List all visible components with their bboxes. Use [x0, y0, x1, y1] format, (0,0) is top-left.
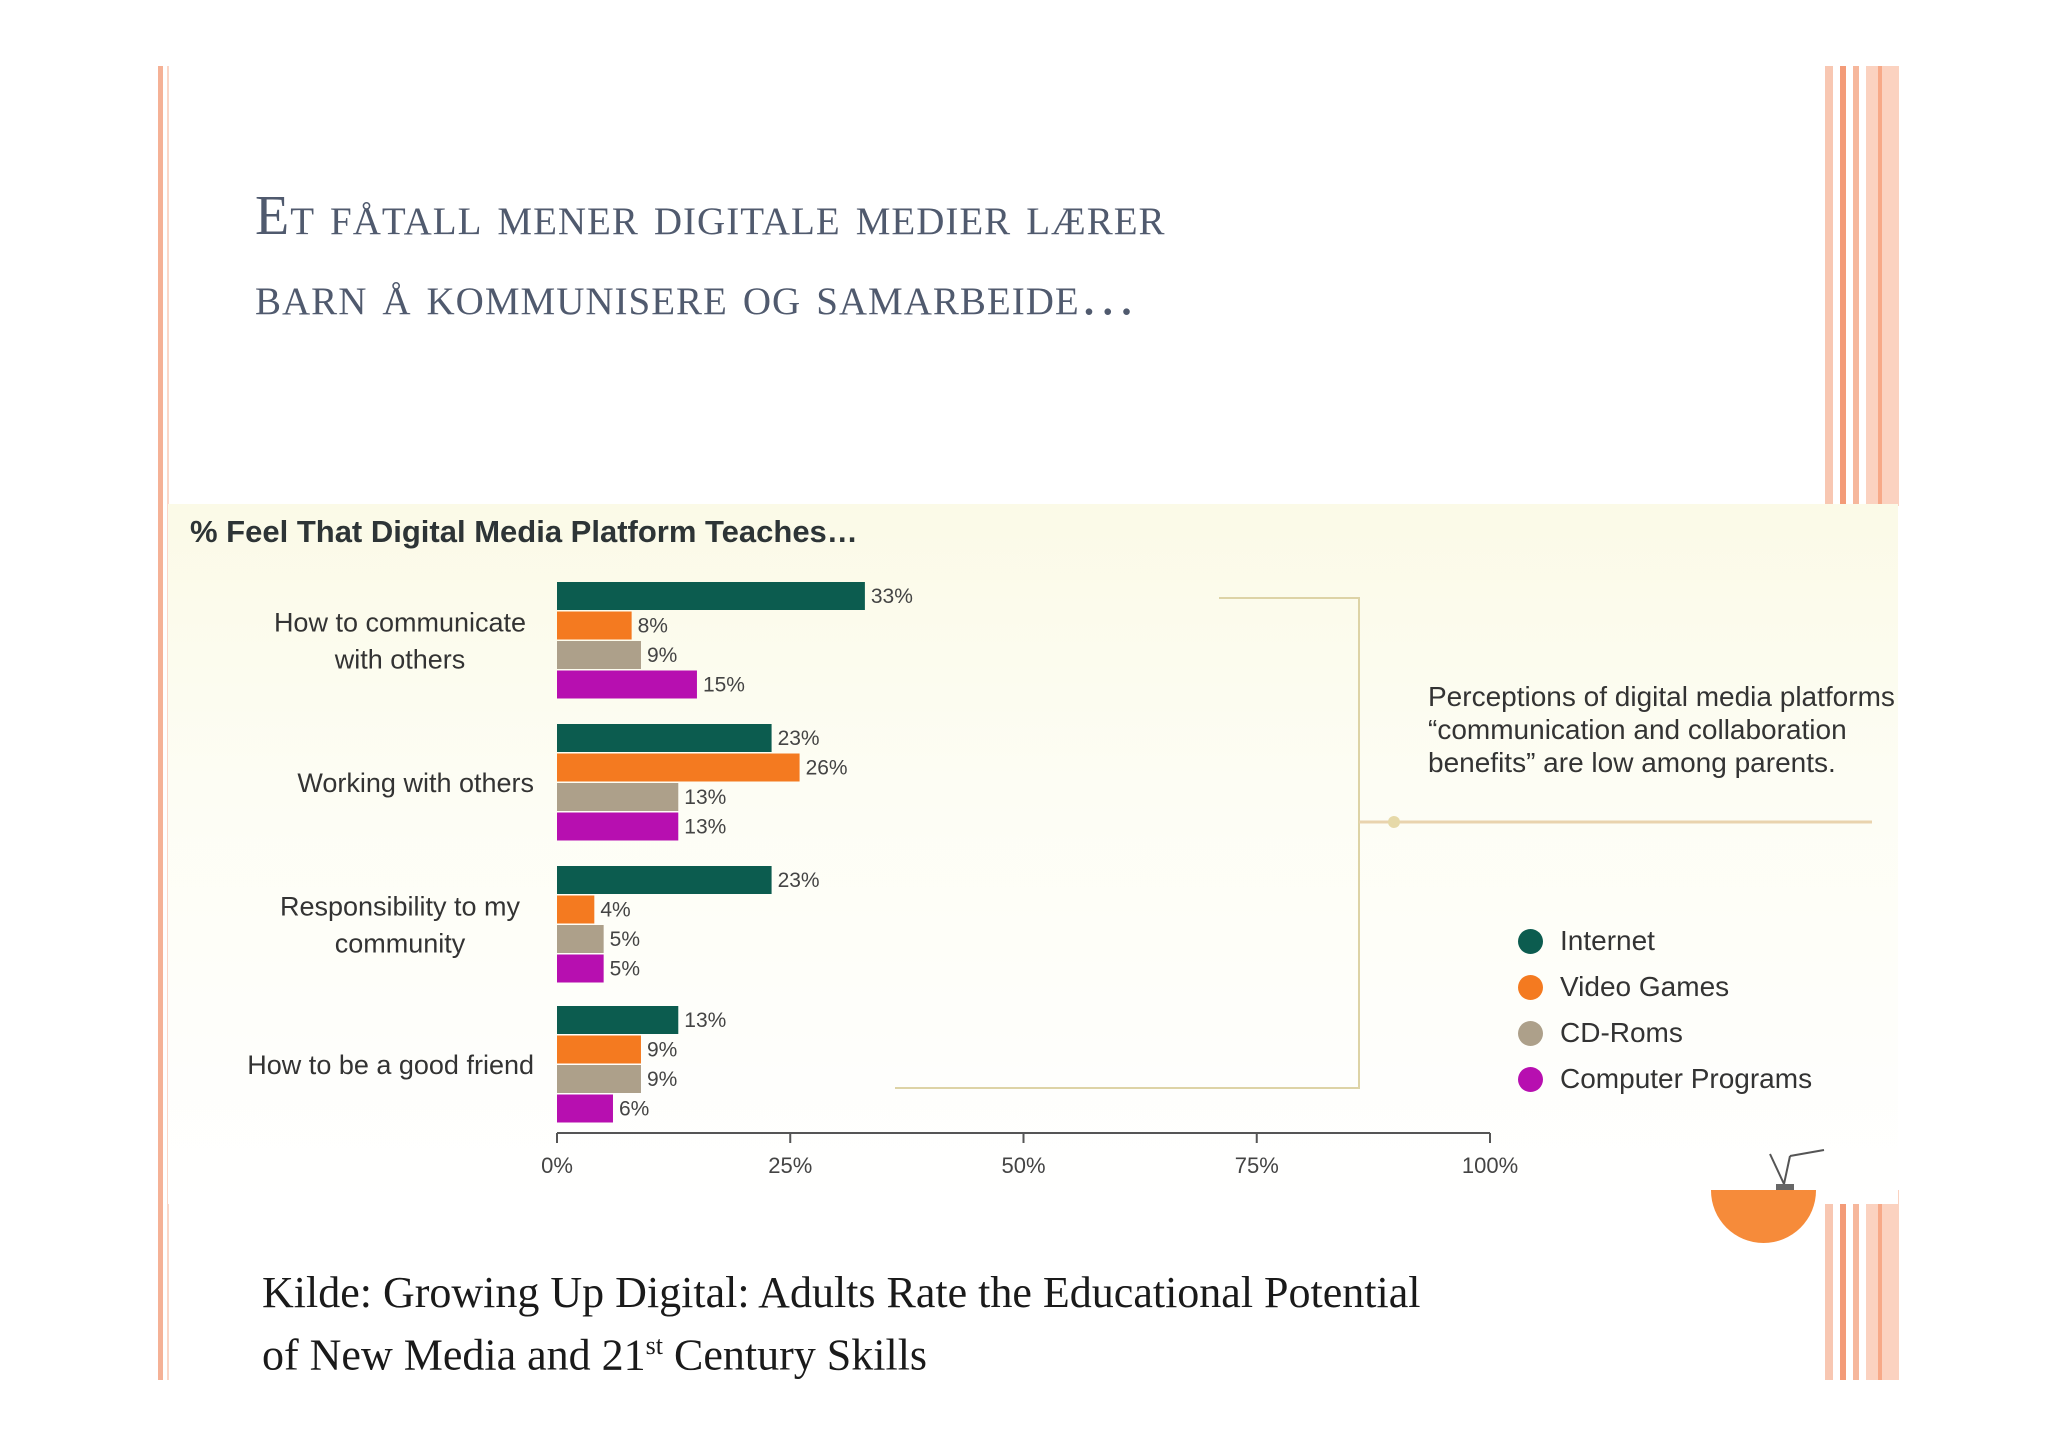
bar-value-label: 6% [619, 1098, 649, 1121]
bar [557, 925, 604, 953]
bar [557, 1006, 679, 1034]
bar [557, 1035, 641, 1064]
right-decor-stripe [1853, 1190, 1859, 1380]
legend-item-cd-roms: CD-Roms [1518, 1010, 1812, 1056]
legend-item-internet: Internet [1518, 918, 1812, 964]
right-decor-stripe [1840, 1190, 1846, 1380]
legend-item-computer-programs: Computer Programs [1518, 1056, 1812, 1102]
antenna-icon [1769, 1149, 1825, 1192]
legend-label: Computer Programs [1560, 1063, 1813, 1094]
bar [557, 1065, 641, 1093]
right-decor-stripe [1866, 1190, 1899, 1380]
legend-item-video-games: Video Games [1518, 964, 1812, 1010]
annotation-bracket [895, 597, 1360, 1089]
bar [557, 866, 772, 894]
bar [557, 895, 595, 924]
right-decor-stripe [1825, 66, 1833, 506]
bar-value-label: 26% [806, 757, 848, 780]
annotation-pointer-dot [1388, 816, 1400, 828]
x-tick-label: 100% [1462, 1153, 1518, 1178]
bar-value-label: 13% [684, 786, 726, 809]
right-decor-stripe [1825, 1190, 1833, 1380]
category-label: Responsibility to my community [280, 892, 521, 959]
x-tick-label: 75% [1235, 1153, 1279, 1178]
chart-title: % Feel That Digital Media Platform Teach… [190, 514, 858, 549]
legend-swatch [1518, 974, 1543, 1000]
source-line-1: Kilde: Growing Up Digital: Adults Rate t… [262, 1268, 1421, 1317]
legend-label: Internet [1560, 925, 1655, 956]
bar-value-label: 8% [638, 615, 668, 638]
bar-value-label: 4% [600, 899, 630, 922]
bar-value-label: 5% [610, 958, 640, 981]
bar-value-label: 13% [684, 816, 726, 839]
chart-legend: Internet Video Games CD-Roms Computer Pr… [1518, 918, 1812, 1102]
bar [557, 724, 772, 752]
bar [557, 582, 865, 610]
right-decor-stripe [1878, 1190, 1882, 1380]
source-citation: Kilde: Growing Up Digital: Adults Rate t… [262, 1266, 1662, 1382]
bar [557, 954, 604, 983]
bar [557, 670, 697, 699]
bar-value-label: 9% [647, 644, 677, 667]
bar [557, 783, 679, 811]
right-decor-stripe [1866, 66, 1899, 506]
bar-value-label: 5% [610, 928, 640, 951]
bar-value-label: 23% [778, 727, 820, 750]
annotation-text: Perceptions of digital media platforms “… [1428, 681, 1895, 778]
legend-label: CD-Roms [1560, 1017, 1683, 1048]
bar [557, 812, 679, 841]
bar [557, 611, 632, 640]
bar [557, 753, 800, 782]
legend-label: Video Games [1560, 971, 1730, 1002]
category-label: Working with others [297, 768, 534, 798]
category-label: How to communicate with others [274, 608, 526, 675]
legend-swatch [1518, 1020, 1543, 1046]
legend-swatch [1518, 1066, 1543, 1092]
bar [557, 1094, 613, 1123]
right-decor-stripe [1840, 66, 1846, 506]
category-label: How to be a good friend [247, 1050, 534, 1080]
bar-value-label: 33% [871, 585, 913, 608]
x-tick-label: 25% [768, 1153, 812, 1178]
x-tick-label: 50% [1001, 1153, 1045, 1178]
bar-value-label: 13% [684, 1009, 726, 1032]
legend-swatch [1518, 928, 1543, 954]
bar-value-label: 23% [778, 869, 820, 892]
source-line-2-start: of New Media and 21 [262, 1330, 646, 1380]
left-decor-bar [158, 66, 163, 1380]
bar-value-label: 9% [647, 1068, 677, 1091]
x-tick-label: 0% [541, 1153, 573, 1178]
right-decor-stripe [1853, 66, 1859, 506]
source-line-2-end: Century Skills [663, 1330, 928, 1380]
bar-value-label: 9% [647, 1039, 677, 1062]
right-decor-stripe [1878, 66, 1882, 506]
slide-title: Et fåtall mener digitale medier lærer ba… [255, 185, 1166, 327]
bar [557, 641, 641, 669]
bar-value-label: 15% [703, 674, 745, 697]
source-superscript: st [645, 1331, 664, 1360]
